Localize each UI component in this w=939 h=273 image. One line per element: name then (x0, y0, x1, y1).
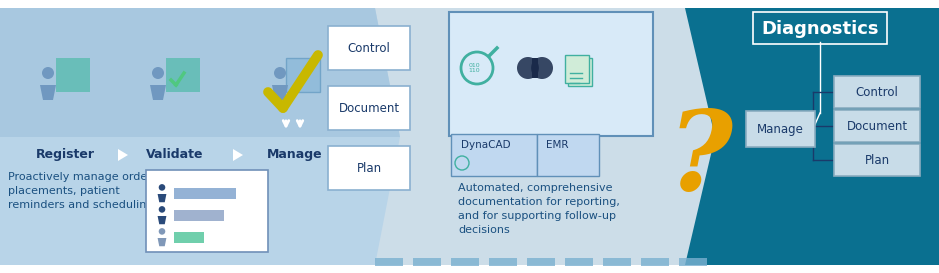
Text: Proactively manage order
placements, patient
reminders and scheduling: Proactively manage order placements, pat… (8, 172, 153, 210)
FancyBboxPatch shape (56, 58, 90, 92)
Polygon shape (158, 216, 166, 224)
Text: Register: Register (36, 148, 95, 161)
FancyBboxPatch shape (451, 134, 537, 176)
FancyBboxPatch shape (174, 232, 204, 243)
Text: Control: Control (855, 85, 899, 99)
Circle shape (159, 184, 165, 191)
Text: Manage: Manage (268, 148, 323, 161)
Polygon shape (118, 149, 128, 161)
Circle shape (517, 57, 539, 79)
FancyBboxPatch shape (834, 144, 920, 176)
FancyBboxPatch shape (603, 258, 631, 266)
FancyBboxPatch shape (174, 188, 236, 199)
Circle shape (42, 67, 54, 79)
Circle shape (152, 67, 164, 79)
Polygon shape (685, 8, 939, 265)
Circle shape (159, 206, 165, 213)
Text: Plan: Plan (357, 162, 381, 174)
Polygon shape (0, 8, 400, 265)
Text: Automated, comprehensive
documentation for reporting,
and for supporting follow-: Automated, comprehensive documentation f… (458, 183, 620, 235)
Circle shape (531, 57, 553, 79)
Circle shape (159, 228, 165, 235)
FancyBboxPatch shape (413, 258, 441, 266)
FancyBboxPatch shape (641, 258, 669, 266)
FancyBboxPatch shape (834, 110, 920, 142)
Polygon shape (233, 149, 243, 161)
FancyBboxPatch shape (174, 210, 224, 221)
Polygon shape (272, 85, 288, 100)
Text: Plan: Plan (865, 153, 889, 167)
FancyBboxPatch shape (527, 258, 555, 266)
FancyBboxPatch shape (328, 86, 410, 130)
FancyBboxPatch shape (489, 258, 517, 266)
Text: DynaCAD: DynaCAD (461, 140, 511, 150)
Polygon shape (150, 85, 166, 100)
FancyBboxPatch shape (166, 58, 200, 92)
FancyBboxPatch shape (449, 12, 653, 136)
Text: Document: Document (846, 120, 908, 132)
Text: ?: ? (668, 106, 732, 214)
FancyBboxPatch shape (375, 258, 403, 266)
FancyBboxPatch shape (746, 111, 815, 147)
FancyBboxPatch shape (571, 61, 595, 89)
FancyBboxPatch shape (568, 58, 592, 86)
FancyBboxPatch shape (532, 58, 538, 78)
Polygon shape (158, 238, 166, 246)
Text: EMR: EMR (546, 140, 568, 150)
Text: Diagnostics: Diagnostics (762, 20, 879, 38)
FancyBboxPatch shape (565, 55, 589, 83)
FancyBboxPatch shape (537, 134, 599, 176)
Polygon shape (355, 8, 730, 265)
FancyBboxPatch shape (834, 76, 920, 108)
FancyBboxPatch shape (679, 258, 707, 266)
Text: Manage: Manage (757, 123, 804, 135)
FancyBboxPatch shape (451, 258, 479, 266)
FancyBboxPatch shape (328, 146, 410, 190)
Text: Validate: Validate (146, 148, 204, 161)
Circle shape (274, 67, 286, 79)
Text: Control: Control (347, 41, 391, 55)
Text: Document: Document (338, 102, 400, 114)
FancyBboxPatch shape (146, 170, 268, 252)
FancyBboxPatch shape (565, 258, 593, 266)
Polygon shape (40, 85, 56, 100)
Text: 010
110: 010 110 (469, 63, 480, 73)
Polygon shape (158, 194, 166, 202)
Polygon shape (0, 8, 400, 137)
FancyBboxPatch shape (328, 26, 410, 70)
FancyBboxPatch shape (286, 58, 320, 92)
